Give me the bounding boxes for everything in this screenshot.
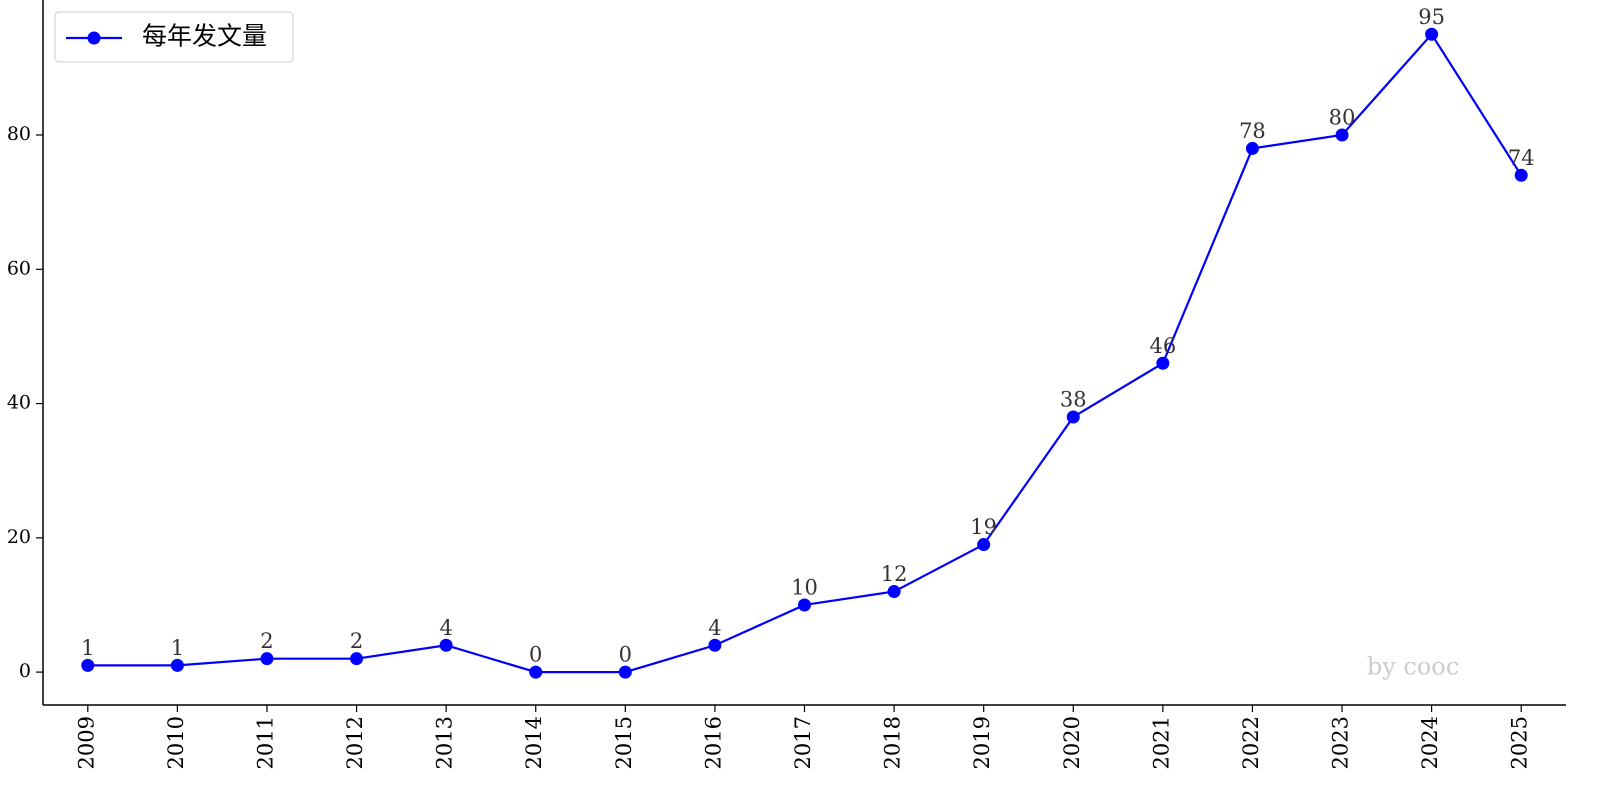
data-label: 10 <box>791 575 818 599</box>
x-tick-label: 2012 <box>343 716 367 769</box>
y-tick-label: 20 <box>7 526 31 548</box>
data-point <box>81 658 95 672</box>
data-point <box>260 652 274 666</box>
watermark: by cooc <box>1367 653 1459 681</box>
data-point <box>1425 27 1439 41</box>
data-point <box>170 658 184 672</box>
legend-label: 每年发文量 <box>142 22 267 51</box>
y-tick-label: 80 <box>7 123 31 145</box>
data-label: 95 <box>1418 5 1445 29</box>
data-point <box>350 652 364 666</box>
data-point <box>1066 410 1080 424</box>
x-tick-label: 2017 <box>791 716 815 769</box>
y-tick-label: 0 <box>19 660 31 682</box>
data-label: 1 <box>81 636 94 660</box>
data-point <box>439 638 453 652</box>
data-point <box>708 638 722 652</box>
data-label: 80 <box>1329 105 1356 129</box>
x-tick-label: 2011 <box>253 716 277 769</box>
x-tick-label: 2018 <box>881 716 905 769</box>
data-point <box>798 598 811 612</box>
data-label: 1 <box>171 636 184 660</box>
legend-box <box>54 11 294 63</box>
x-tick-label: 2010 <box>164 716 188 769</box>
y-tick-label: 40 <box>7 392 31 414</box>
data-label: 19 <box>970 515 997 539</box>
data-point <box>977 538 991 552</box>
data-point <box>1156 356 1170 370</box>
data-label: 0 <box>619 643 632 667</box>
x-tick-label: 2013 <box>433 716 457 769</box>
x-tick-label: 2020 <box>1060 716 1084 769</box>
y-tick-label: 60 <box>7 257 31 279</box>
data-label: 0 <box>529 643 542 667</box>
x-tick-label: 2025 <box>1508 716 1532 769</box>
x-tick-label: 2023 <box>1329 716 1353 769</box>
data-label: 4 <box>439 616 452 640</box>
data-label: 38 <box>1060 387 1087 411</box>
x-tick-label: 2014 <box>522 716 546 769</box>
data-point <box>887 585 901 599</box>
x-tick-label: 2015 <box>612 716 636 769</box>
data-point <box>618 665 632 679</box>
x-tick-label: 2022 <box>1239 716 1263 769</box>
data-point <box>1514 168 1528 182</box>
data-point <box>529 665 543 679</box>
x-tick-label: 2021 <box>1149 716 1173 769</box>
data-label: 78 <box>1239 119 1266 143</box>
data-label: 74 <box>1508 146 1535 170</box>
data-label: 2 <box>350 629 363 653</box>
x-tick-label: 2019 <box>970 716 994 769</box>
x-tick-label: 2009 <box>74 716 98 769</box>
data-label: 12 <box>881 562 908 586</box>
data-label: 4 <box>708 616 721 640</box>
data-point <box>1335 128 1349 142</box>
legend-marker <box>87 31 101 45</box>
x-tick-label: 2016 <box>701 716 725 769</box>
data-point <box>1245 141 1259 155</box>
data-label: 2 <box>260 629 273 653</box>
x-tick-label: 2024 <box>1418 716 1442 769</box>
data-label: 46 <box>1149 334 1176 358</box>
